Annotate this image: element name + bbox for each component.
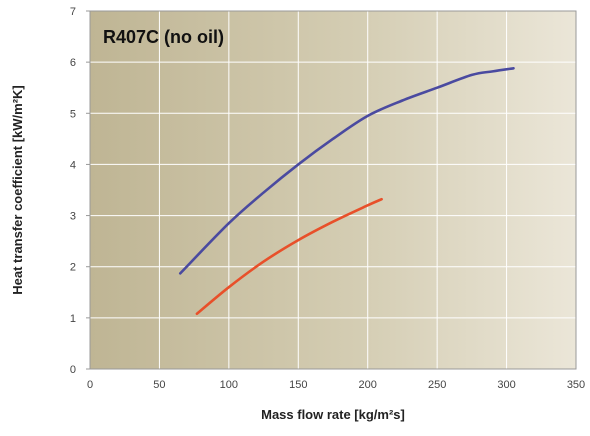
y-tick-labels: 0 1 2 3 4 5 6 7 — [70, 6, 90, 376]
x-tick-label: 200 — [359, 379, 377, 391]
chart-annotation: R407C (no oil) — [103, 27, 224, 47]
y-tick-label: 4 — [70, 159, 76, 171]
x-tick-labels: 0 50 100 150 200 250 300 350 — [87, 379, 585, 391]
x-tick-label: 50 — [153, 379, 165, 391]
series-line-2 — [195, 197, 383, 316]
y-tick-label: 0 — [70, 364, 76, 376]
x-tick-label: 250 — [428, 379, 446, 391]
x-tick-label: 0 — [87, 379, 93, 391]
x-tick-label: 300 — [497, 379, 515, 391]
y-tick-label: 7 — [70, 6, 76, 18]
grid — [90, 11, 576, 369]
x-tick-label: 150 — [289, 379, 307, 391]
x-axis-title: Mass flow rate [kg/m²s] — [261, 407, 405, 422]
y-tick-label: 2 — [70, 262, 76, 274]
plot-frame — [89, 10, 577, 370]
series-line-1 — [178, 66, 515, 275]
x-tick-label: 350 — [567, 379, 585, 391]
y-tick-label: 6 — [70, 57, 76, 69]
y-tick-label: 5 — [70, 108, 76, 120]
x-tick-label: 100 — [220, 379, 238, 391]
plot-area — [90, 11, 576, 369]
series-group — [178, 66, 515, 316]
y-axis-title: Heat transfer coefficient [kW/m²K] — [10, 85, 25, 294]
y-tick-label: 1 — [70, 313, 76, 325]
y-tick-label: 3 — [70, 211, 76, 223]
